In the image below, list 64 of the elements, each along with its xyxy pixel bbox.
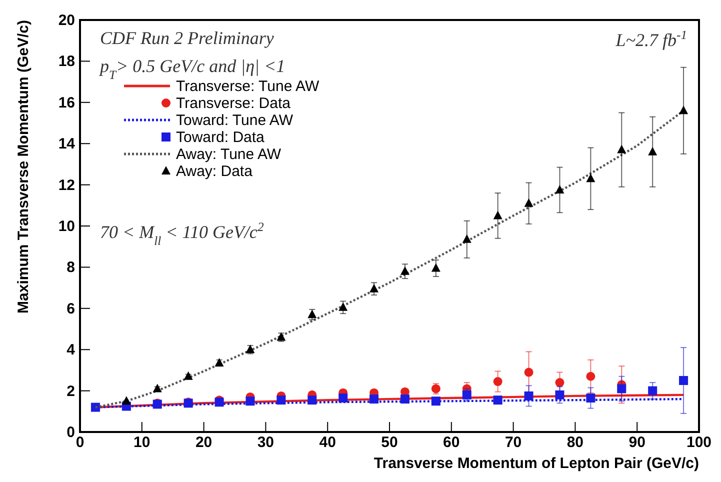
x-tick-label: 20 bbox=[195, 434, 212, 451]
point bbox=[370, 394, 379, 404]
x-axis-title: Transverse Momentum of Lepton Pair (GeV/c) bbox=[374, 455, 699, 472]
legend-label: Away: Tune AW bbox=[176, 146, 282, 163]
point bbox=[524, 368, 534, 377]
point bbox=[308, 310, 317, 318]
point bbox=[648, 146, 658, 156]
annotation: L~2.7 fb$^{-1}$ bbox=[614, 28, 687, 50]
point bbox=[493, 377, 502, 386]
annotation: 70 < M$_{ll}$ < 110 GeV/c$^{2}$ bbox=[100, 220, 264, 248]
x-tick-label: 80 bbox=[566, 434, 584, 451]
legend-label: Transverse: Data bbox=[176, 95, 292, 112]
point bbox=[431, 396, 440, 406]
point bbox=[586, 372, 596, 381]
y-tick-label: 14 bbox=[58, 136, 76, 153]
point bbox=[493, 396, 502, 405]
x-tick-label: 10 bbox=[134, 434, 150, 451]
point bbox=[122, 396, 131, 405]
x-tick-label: 70 bbox=[504, 434, 522, 451]
point bbox=[338, 394, 348, 403]
legend-label: Away: Data bbox=[176, 163, 254, 180]
point bbox=[679, 106, 688, 114]
x-tick-label: 30 bbox=[257, 434, 274, 451]
point bbox=[338, 302, 348, 311]
x-tick-label: 50 bbox=[381, 434, 398, 451]
y-tick-label: 8 bbox=[66, 259, 75, 276]
y-tick-label: 16 bbox=[58, 94, 75, 112]
y-tick-label: 20 bbox=[58, 12, 75, 29]
x-tick-label: 60 bbox=[443, 434, 460, 451]
annotation: CDF Run 2 Preliminary bbox=[100, 28, 274, 48]
point bbox=[555, 390, 564, 400]
point bbox=[400, 266, 410, 275]
point bbox=[90, 402, 100, 412]
y-tick-label: 2 bbox=[66, 382, 75, 400]
point bbox=[586, 174, 596, 182]
point bbox=[555, 184, 564, 194]
point bbox=[617, 144, 626, 154]
point bbox=[462, 234, 472, 243]
x-tick-label: 100 bbox=[686, 434, 712, 451]
point bbox=[184, 371, 193, 380]
y-tick-label: 18 bbox=[58, 53, 75, 70]
point bbox=[617, 384, 626, 394]
x-tick-label: 40 bbox=[319, 434, 336, 451]
y-axis-title: Maximum Transverse Momentum (GeV/c) bbox=[15, 20, 32, 314]
point bbox=[431, 263, 440, 272]
point bbox=[679, 376, 688, 385]
point bbox=[246, 396, 255, 406]
point bbox=[152, 384, 162, 392]
y-tick-label: 12 bbox=[58, 176, 75, 194]
point bbox=[648, 386, 658, 396]
point bbox=[276, 396, 286, 405]
point bbox=[524, 198, 534, 207]
y-tick-label: 10 bbox=[58, 218, 75, 235]
y-tick-label: 6 bbox=[66, 300, 75, 318]
x-tick-label: 90 bbox=[628, 434, 646, 451]
point bbox=[370, 284, 379, 292]
point bbox=[493, 210, 502, 220]
point bbox=[524, 391, 534, 400]
point bbox=[308, 396, 317, 405]
point bbox=[462, 390, 472, 400]
point bbox=[400, 394, 410, 404]
legend-label: Toward: Tune AW bbox=[176, 112, 294, 129]
y-tick-label: 4 bbox=[66, 342, 76, 359]
legend-label: Toward: Data bbox=[176, 129, 266, 146]
